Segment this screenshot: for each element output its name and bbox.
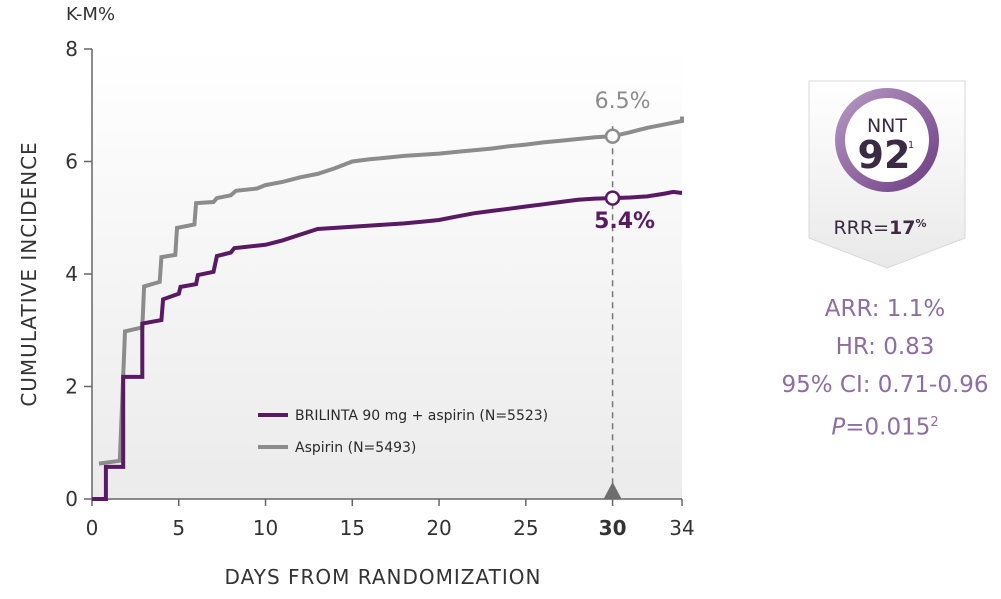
p-letter: P — [831, 414, 846, 441]
x-axis-title: DAYS FROM RANDOMIZATION — [225, 565, 542, 589]
series-endpoint-marker — [604, 190, 621, 206]
rrr-prefix: RRR= — [833, 217, 889, 239]
ci-stat: 95% CI: 0.71-0.96 — [781, 372, 989, 398]
y-tick-label: 6 — [65, 150, 78, 174]
nnt-badge: NNT 92 1 RRR=17% — [808, 80, 966, 269]
y-axis-title: CUMULATIVE INCIDENCE — [17, 141, 41, 406]
x-tick-label: 30 — [599, 516, 627, 540]
x-tick-label: 34 — [669, 516, 694, 540]
legend-entry: BRILINTA 90 mg + aspirin (N=5523) — [295, 408, 548, 424]
rrr-unit: % — [915, 217, 926, 230]
series-line — [98, 116, 684, 466]
series-endpoint-marker — [604, 128, 621, 144]
x-tick-label: 20 — [426, 516, 451, 540]
p-value: =0.015 — [845, 414, 931, 441]
rrr-line: RRR=17% — [833, 217, 926, 239]
x-tick-label: 5 — [172, 516, 185, 540]
series-endpoint-label: 5.4% — [594, 209, 655, 234]
arr-stat: ARR: 1.1% — [824, 296, 946, 322]
y-tick-label: 4 — [65, 262, 78, 286]
legend-entry: Aspirin (N=5493) — [295, 440, 416, 456]
nnt-superscript: 1 — [908, 140, 914, 151]
p-stat: P=0.0152 — [770, 407, 1000, 444]
nnt-ring-inner — [845, 98, 929, 182]
hr-stat: HR: 0.83 — [835, 334, 935, 360]
p-superscript: 2 — [930, 415, 939, 430]
series-endpoint-label: 6.5% — [595, 89, 651, 114]
rrr-value: 17 — [889, 217, 915, 239]
y-tick-label: 0 — [65, 487, 78, 511]
y-unit-label: K-M% — [66, 4, 115, 25]
x-tick-label: 25 — [513, 516, 538, 540]
plot-area-background — [92, 49, 682, 499]
nnt-value: 92 — [858, 133, 911, 177]
x-tick-label: 0 — [86, 516, 99, 540]
day-30-marker-triangle — [603, 482, 622, 499]
y-tick-label: 8 — [65, 37, 78, 61]
x-tick-label: 10 — [253, 516, 278, 540]
nnt-label: NNT — [867, 115, 907, 137]
x-tick-label: 15 — [340, 516, 365, 540]
series-line — [92, 189, 683, 501]
y-tick-label: 2 — [65, 375, 78, 399]
